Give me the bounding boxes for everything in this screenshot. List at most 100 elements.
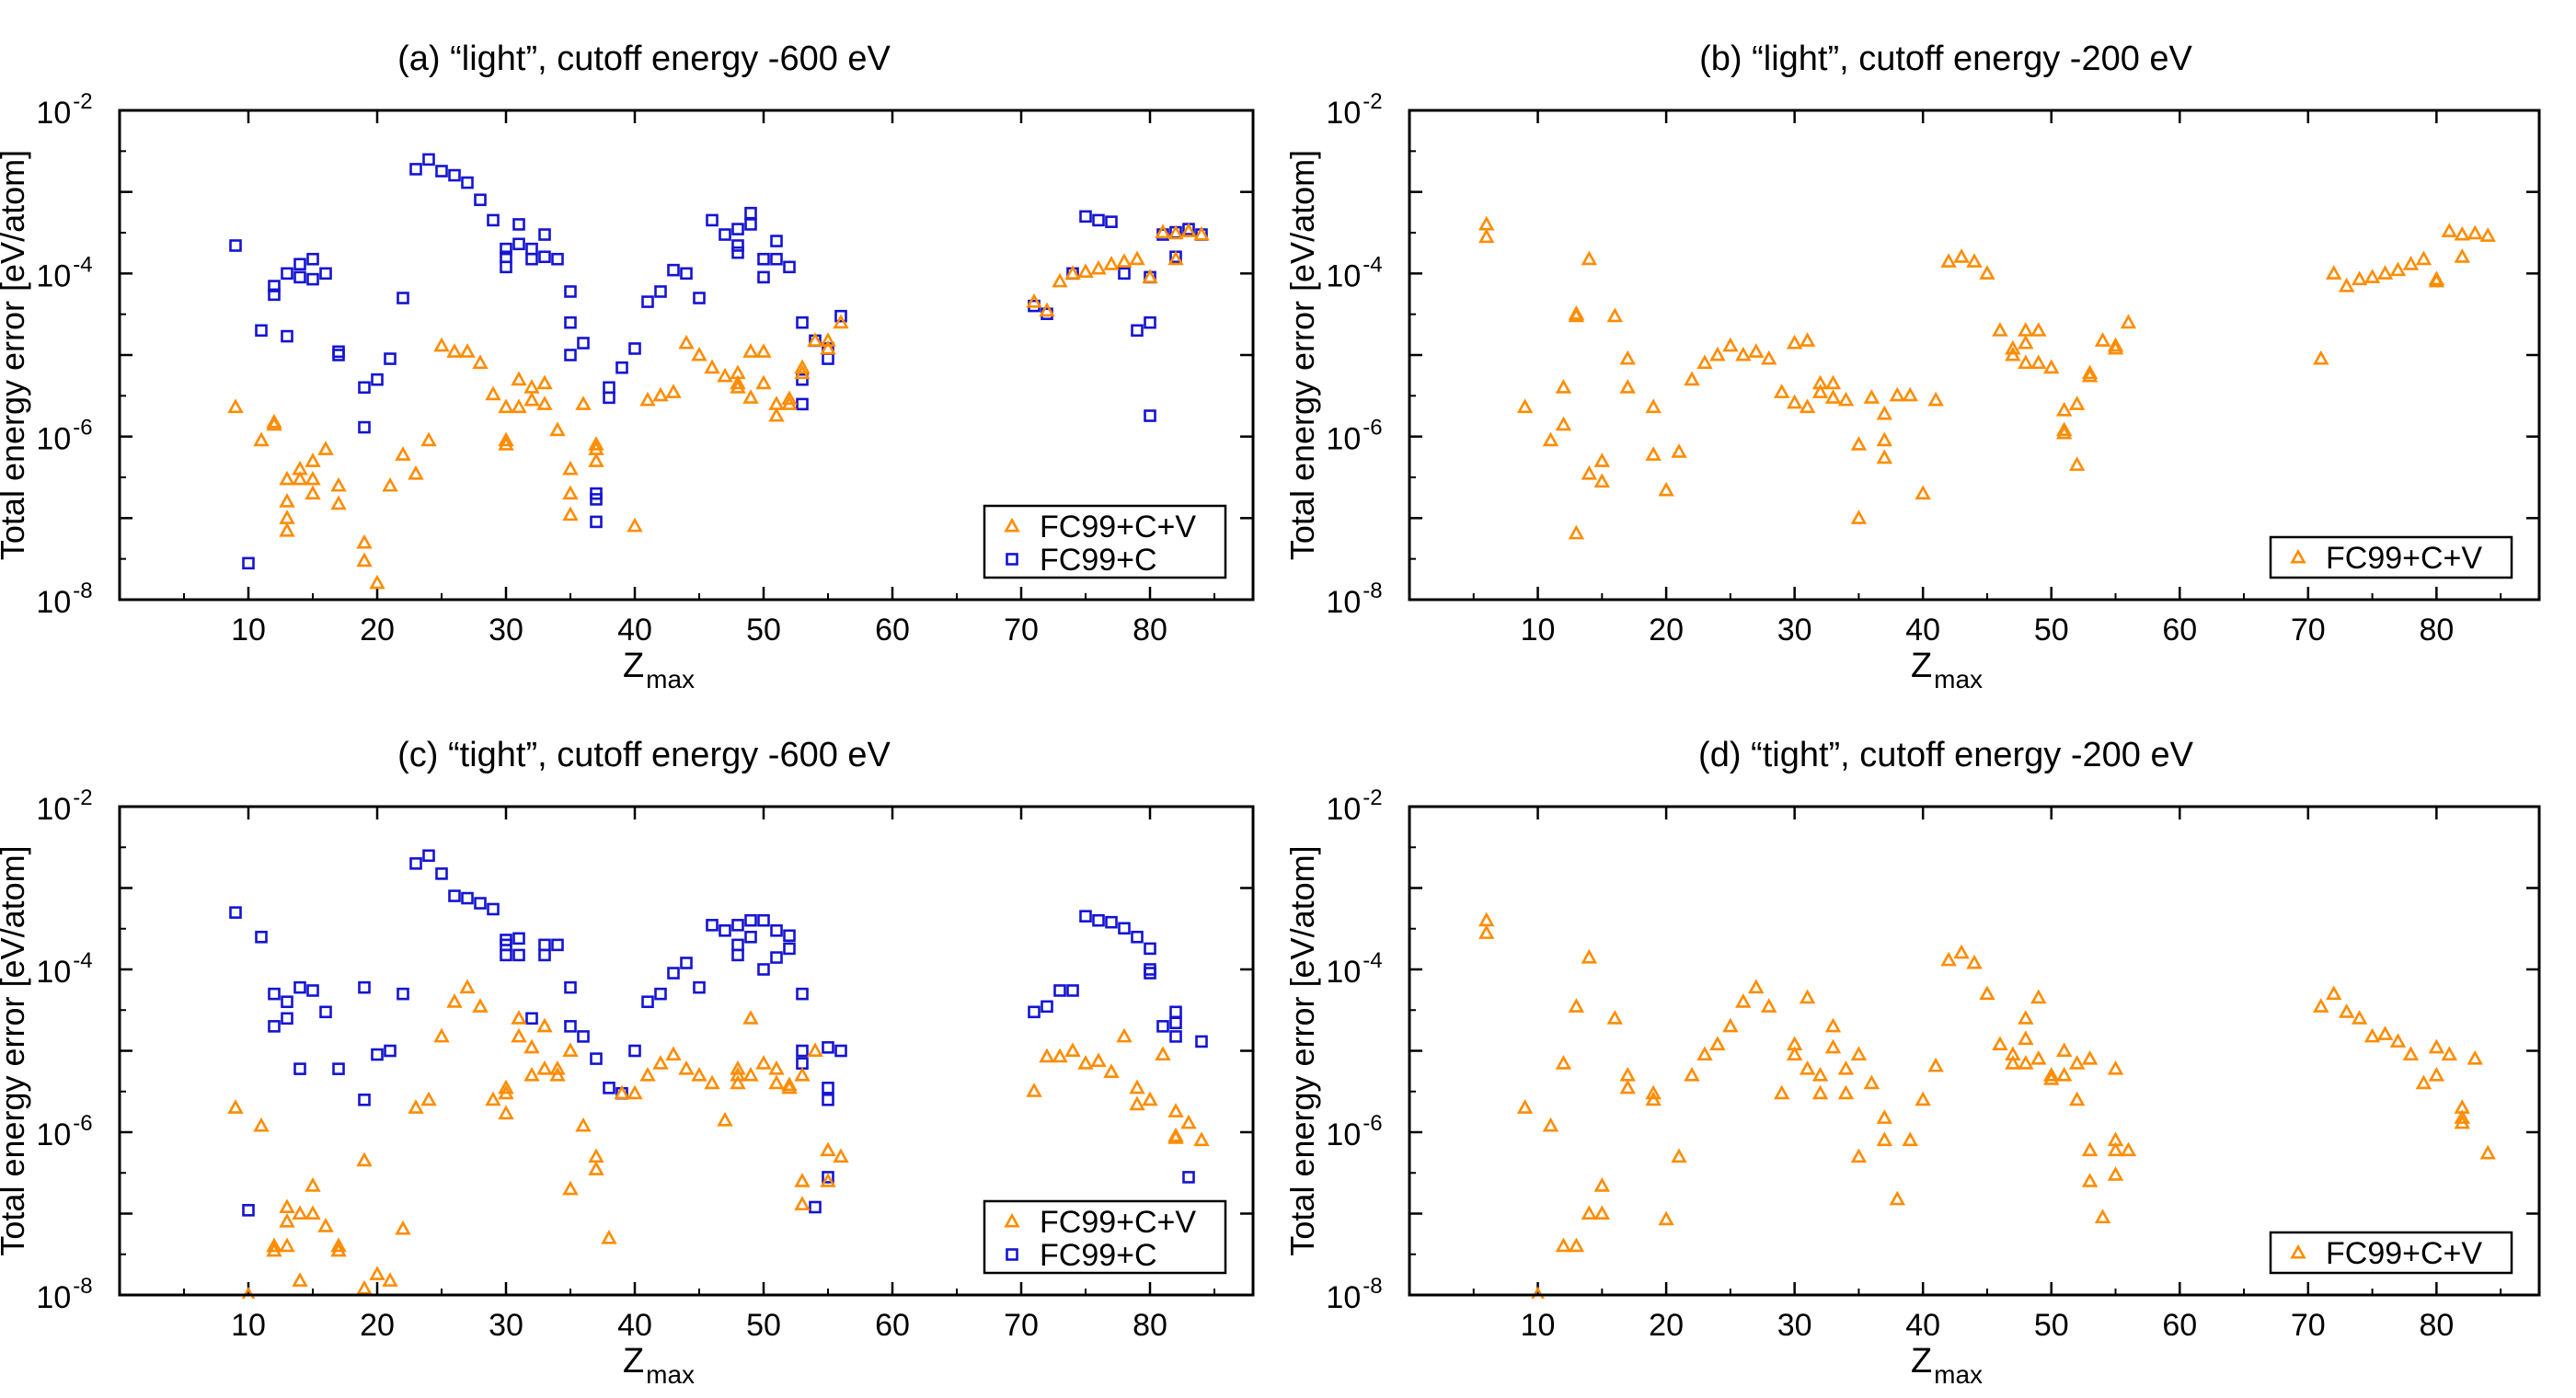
legend-label: FC99+C+V [2326, 1236, 2482, 1271]
fc99-c-v-point [1722, 1017, 1739, 1033]
fc99-c-v-point [652, 386, 669, 402]
fc99-c-v-point [1953, 248, 1970, 263]
x-tick-label: 60 [2162, 613, 2197, 647]
fc99-c-point [641, 295, 654, 308]
fc99-c-v-point [1516, 1099, 1534, 1114]
fc99-c-point [1131, 930, 1144, 944]
fc99-c-point [719, 923, 731, 937]
fc99-c-point [757, 252, 770, 266]
fc99-c-v-point [717, 1111, 733, 1127]
y-tick-label: 10-8 [1326, 1274, 1382, 1315]
fc99-c-v-point [2402, 256, 2420, 270]
fc99-c-v-point [382, 1272, 398, 1287]
x-tick-label: 40 [617, 613, 652, 647]
fc99-c-point [667, 967, 680, 980]
fc99-c-point [487, 902, 500, 916]
fc99-c-v-point [459, 979, 476, 994]
x-tick-label: 50 [746, 613, 781, 647]
fc99-c-point [1066, 984, 1079, 997]
fc99-c-point [293, 270, 306, 284]
fc99-c-v-point [781, 1076, 798, 1092]
fc99-c-v-point [820, 339, 836, 355]
fc99-c-v-point [755, 343, 772, 358]
fc99-c-v-point [601, 1229, 617, 1244]
fc99-c-v-point [1927, 1057, 1944, 1072]
fc99-c-point [680, 267, 693, 281]
fc99-c-v-point [1581, 250, 1598, 266]
fc99-c-point [281, 267, 293, 281]
fc99-c-v-point [369, 574, 385, 590]
fc99-c-v-point [1876, 431, 1893, 447]
fc99-c-point [384, 352, 397, 365]
fc99-c-point [796, 315, 809, 329]
fc99-c-v-point [1619, 1079, 1636, 1094]
fc99-c-v-point [1593, 1177, 1611, 1192]
fc99-c-v-point [2030, 322, 2047, 337]
fc99-c-point [822, 1093, 834, 1106]
fc99-c-v-point [1167, 250, 1184, 266]
fc99-c-v-point [2441, 223, 2458, 237]
fc99-c-v-point [1863, 389, 1880, 404]
fc99-c-v-point [2107, 339, 2124, 355]
fc99-c-point [757, 963, 770, 976]
fc99-c-v-point [1568, 1237, 1585, 1253]
fc99-c-v-point [1979, 265, 1995, 280]
fc99-c-v-point [523, 1066, 540, 1082]
fc99-c-point [538, 228, 551, 241]
fc99-c-v-point [1593, 453, 1611, 467]
x-tick-label: 10 [1521, 613, 1556, 647]
fc99-c-point [525, 252, 538, 266]
fc99-c-v-point [1193, 225, 1210, 241]
fc99-c-v-point [1026, 1083, 1042, 1097]
fc99-c-point [822, 1082, 834, 1094]
fc99-c-v-point [1478, 911, 1495, 927]
fc99-c-point [358, 1093, 371, 1106]
fc99-c-v-point [2018, 1030, 2034, 1046]
fc99-c-v-point [292, 460, 308, 476]
fc99-c-v-point [1889, 386, 1905, 402]
fc99-c-v-point [1516, 398, 1534, 414]
fc99-c-v-point [1915, 485, 1931, 500]
fc99-c-v-point [1773, 1084, 1790, 1100]
fc99-c-v-point [2068, 395, 2086, 410]
fc99-c-v-point [1039, 1048, 1055, 1063]
fc99-c-point [744, 930, 757, 944]
fc99-c-v-point [1555, 379, 1572, 394]
fc99-c-v-point [1927, 391, 1944, 407]
fc99-c-v-point [807, 332, 823, 347]
fc99-c-v-point [691, 1066, 707, 1082]
fc99-c-v-point [2055, 424, 2073, 440]
fc99-c-v-point [2479, 227, 2496, 242]
fc99-c-point [397, 987, 409, 1001]
fc99-c-point [1131, 324, 1144, 338]
fc99-c-point [719, 228, 731, 241]
fc99-c-point [268, 288, 281, 302]
x-tick-label: 70 [1004, 613, 1039, 647]
fc99-c-v-point [472, 354, 489, 370]
fc99-c-point [538, 938, 551, 952]
y-tick-label: 10-2 [1326, 89, 1382, 131]
fc99-c-v-point [1581, 1205, 1598, 1220]
x-tick-label: 20 [1649, 613, 1684, 647]
fc99-c-v-point [2120, 314, 2137, 329]
fc99-c-point [770, 923, 783, 937]
fc99-c-v-point [511, 1010, 527, 1025]
fc99-c-v-point [2018, 334, 2034, 350]
fc99-c-v-point [279, 1212, 295, 1228]
fc99-c-v-point [1619, 379, 1636, 394]
fc99-c-point [422, 153, 435, 166]
fc99-c-point [603, 381, 615, 395]
fc99-c-point [500, 948, 512, 962]
fc99-c-v-point [742, 1010, 759, 1025]
fc99-c-v-point [2454, 1114, 2470, 1129]
y-tick-label: 10-6 [1326, 416, 1382, 457]
fc99-c-v-point [1876, 1131, 1893, 1147]
fc99-c-v-point [1052, 1048, 1068, 1063]
fc99-c-v-point [2005, 1046, 2021, 1061]
legend-box [2269, 535, 2513, 579]
fc99-c-v-point [549, 1060, 566, 1075]
fc99-c-point [281, 1012, 293, 1026]
fc99-c-point [435, 867, 448, 880]
fc99-c-v-point [2313, 998, 2329, 1013]
